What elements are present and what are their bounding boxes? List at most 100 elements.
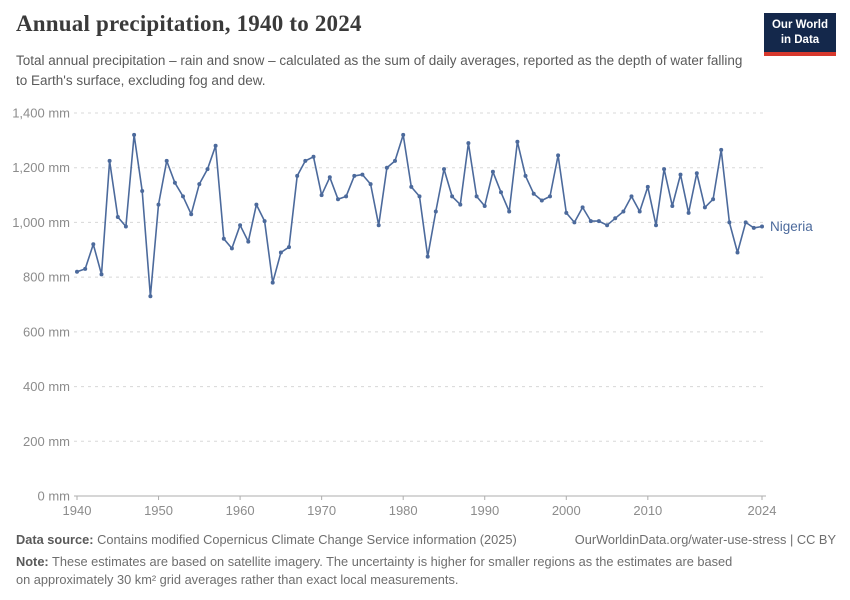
x-axis-label: 1990: [470, 503, 499, 518]
data-point[interactable]: [670, 204, 675, 208]
data-point[interactable]: [499, 190, 503, 195]
y-axis-label: 800 mm: [23, 270, 70, 285]
data-point[interactable]: [490, 169, 495, 174]
data-point[interactable]: [270, 280, 275, 285]
chart-canvas[interactable]: 0 mm 200 mm 400 mm 600 mm 800 mm 1,000 mm 1,20…: [0, 98, 850, 528]
data-point[interactable]: [352, 173, 357, 178]
data-point[interactable]: [336, 197, 340, 202]
data-point[interactable]: [229, 246, 234, 251]
data-point[interactable]: [123, 224, 128, 229]
data-point[interactable]: [384, 165, 389, 170]
data-point[interactable]: [686, 210, 691, 215]
data-point[interactable]: [515, 139, 520, 144]
data-point[interactable]: [678, 172, 683, 177]
data-point[interactable]: [637, 209, 642, 214]
data-point[interactable]: [287, 245, 291, 250]
data-point[interactable]: [727, 220, 732, 225]
data-point[interactable]: [654, 223, 658, 228]
data-point[interactable]: [360, 172, 365, 177]
data-point[interactable]: [450, 194, 455, 199]
data-point[interactable]: [539, 198, 544, 203]
y-axis-label: 1,000 mm: [12, 215, 70, 230]
y-axis-label: 400 mm: [23, 379, 70, 394]
data-point[interactable]: [327, 175, 332, 180]
data-point[interactable]: [662, 167, 667, 172]
data-point[interactable]: [629, 194, 634, 199]
owid-logo[interactable]: Our World in Data: [764, 13, 836, 56]
data-source-text: Contains modified Copernicus Climate Cha…: [97, 532, 517, 547]
data-point[interactable]: [213, 143, 218, 148]
data-point[interactable]: [735, 250, 740, 255]
data-point[interactable]: [156, 202, 161, 207]
data-point[interactable]: [425, 254, 430, 259]
data-point[interactable]: [743, 220, 748, 225]
data-point[interactable]: [564, 210, 569, 215]
data-point[interactable]: [711, 197, 716, 202]
data-point[interactable]: [645, 184, 650, 189]
y-axis-label: 0 mm: [38, 489, 71, 504]
data-point[interactable]: [221, 236, 226, 241]
data-point[interactable]: [172, 180, 177, 185]
data-point[interactable]: [148, 294, 153, 299]
data-point[interactable]: [91, 242, 96, 247]
data-point[interactable]: [99, 272, 104, 277]
data-point[interactable]: [474, 194, 479, 199]
data-point[interactable]: [507, 209, 512, 214]
data-point[interactable]: [621, 209, 626, 214]
data-point[interactable]: [466, 141, 471, 146]
data-point[interactable]: [83, 266, 88, 271]
data-point[interactable]: [376, 223, 381, 228]
data-point[interactable]: [401, 132, 406, 137]
data-point[interactable]: [75, 269, 79, 274]
data-point[interactable]: [164, 158, 169, 163]
data-point[interactable]: [140, 189, 145, 193]
data-point[interactable]: [702, 205, 707, 210]
data-point[interactable]: [548, 194, 552, 199]
data-point[interactable]: [433, 209, 438, 214]
data-point[interactable]: [262, 219, 267, 224]
data-point[interactable]: [246, 239, 251, 244]
data-point[interactable]: [719, 147, 724, 152]
owid-license-link[interactable]: OurWorldinData.org/water-use-stress | CC…: [574, 532, 836, 547]
data-point[interactable]: [588, 219, 593, 224]
series-label-nigeria[interactable]: Nigeria: [770, 219, 813, 234]
data-point[interactable]: [254, 202, 259, 207]
data-point[interactable]: [132, 132, 137, 137]
data-point[interactable]: [572, 220, 577, 225]
data-point[interactable]: [751, 225, 756, 230]
data-point[interactable]: [531, 191, 536, 196]
data-point[interactable]: [238, 223, 243, 228]
data-point[interactable]: [368, 182, 373, 187]
owid-logo-line2: in Data: [780, 33, 820, 46]
x-axis-label: 1950: [144, 503, 173, 518]
data-point[interactable]: [344, 194, 349, 199]
data-source-label: Data source:: [16, 532, 94, 547]
data-point[interactable]: [556, 153, 561, 158]
data-point[interactable]: [596, 219, 601, 224]
data-point[interactable]: [613, 216, 618, 221]
data-point[interactable]: [694, 171, 699, 176]
data-point[interactable]: [107, 158, 112, 163]
data-point[interactable]: [278, 250, 283, 255]
series-line-nigeria[interactable]: [76, 134, 763, 298]
data-point[interactable]: [409, 184, 414, 189]
data-point[interactable]: [205, 167, 210, 172]
data-point[interactable]: [482, 204, 487, 208]
data-point[interactable]: [393, 158, 397, 163]
data-point[interactable]: [197, 182, 202, 187]
y-axis-label: 1,400 mm: [12, 106, 70, 121]
data-point[interactable]: [311, 154, 316, 159]
data-point[interactable]: [189, 212, 194, 217]
data-point[interactable]: [303, 158, 308, 163]
data-point[interactable]: [580, 205, 585, 210]
data-point[interactable]: [605, 223, 610, 228]
data-point[interactable]: [458, 202, 463, 207]
data-point[interactable]: [181, 194, 185, 199]
data-point[interactable]: [115, 215, 120, 219]
data-point[interactable]: [442, 167, 446, 172]
data-point[interactable]: [523, 173, 528, 178]
data-point[interactable]: [295, 173, 300, 178]
data-point[interactable]: [417, 194, 422, 199]
data-point[interactable]: [760, 224, 764, 229]
data-point[interactable]: [319, 193, 324, 198]
